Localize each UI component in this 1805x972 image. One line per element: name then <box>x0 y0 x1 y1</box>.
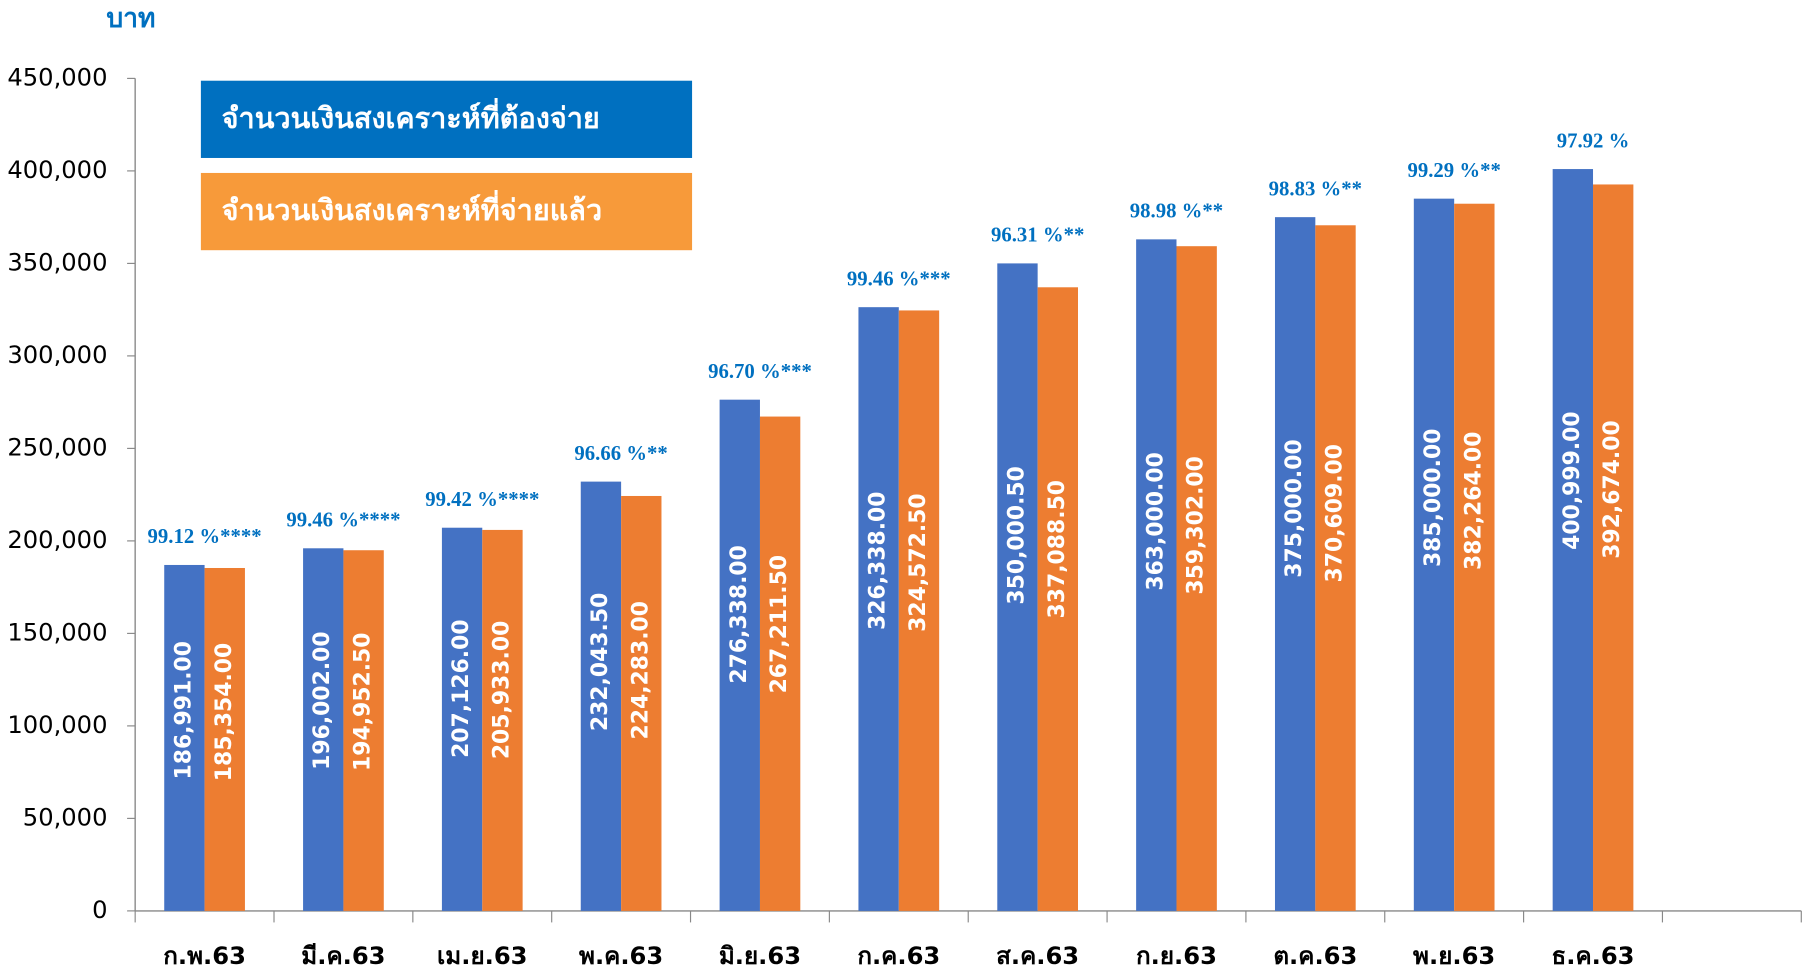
x-tick-label: พ.ย.63 <box>1413 942 1495 970</box>
bar <box>1136 239 1177 911</box>
x-tick-label: ก.ย.63 <box>1136 942 1217 970</box>
bar <box>343 550 384 911</box>
annotation: 99.42 %**** <box>425 489 539 511</box>
bar <box>997 263 1038 911</box>
legend-swatch <box>200 172 693 251</box>
bar <box>1315 225 1356 911</box>
value-label: 326,338.00 <box>866 491 891 629</box>
bar <box>1274 217 1316 911</box>
bar <box>759 416 801 911</box>
y-tick-label: 150,000 <box>7 618 107 646</box>
bar <box>164 564 205 911</box>
annotation: 96.70 %*** <box>708 361 812 383</box>
y-tick-label: 300,000 <box>7 341 107 369</box>
value-label: 363,000.00 <box>1143 452 1168 590</box>
bar <box>441 527 483 911</box>
x-tick-label: ส.ค.63 <box>996 942 1079 970</box>
value-label: 194,952.50 <box>351 632 376 770</box>
bar <box>1413 198 1455 911</box>
value-label: 207,126.00 <box>449 619 474 757</box>
bar <box>898 310 940 911</box>
bar <box>1037 287 1078 911</box>
value-label: 370,609.00 <box>1323 444 1348 582</box>
bar <box>719 399 760 911</box>
x-tick-label: ธ.ค.63 <box>1551 942 1634 970</box>
value-label: 224,283.00 <box>628 601 653 739</box>
bar <box>1454 203 1495 911</box>
value-label: 382,264.00 <box>1461 431 1486 569</box>
value-label: 337,088.50 <box>1045 480 1070 618</box>
value-label: 205,933.00 <box>489 621 514 759</box>
value-label: 392,674.00 <box>1600 420 1625 558</box>
bar <box>1176 246 1217 911</box>
y-tick-label: 0 <box>92 896 107 924</box>
x-tick-label: ก.พ.63 <box>163 942 246 970</box>
y-tick-label: 100,000 <box>7 711 107 739</box>
value-label: 185,354.00 <box>212 643 237 781</box>
value-label: 350,000.50 <box>1004 466 1029 604</box>
x-tick-label: มิ.ย.63 <box>719 942 801 970</box>
annotation: 98.98 %** <box>1130 201 1223 223</box>
bar <box>303 548 344 911</box>
annotation: 99.46 %**** <box>286 510 400 532</box>
y-tick-label: 200,000 <box>7 526 107 554</box>
x-tick-label: มี.ค.63 <box>301 942 385 970</box>
value-label: 359,302.00 <box>1184 456 1209 594</box>
y-tick-label: 400,000 <box>7 156 107 184</box>
value-label: 267,211.50 <box>767 555 792 693</box>
value-label: 385,000.00 <box>1421 429 1446 567</box>
value-label: 400,999.00 <box>1560 411 1585 549</box>
y-tick-label: 450,000 <box>7 63 107 91</box>
value-label: 324,572.50 <box>906 493 931 631</box>
y-tick-label: 250,000 <box>7 433 107 461</box>
annotation: 99.29 %** <box>1407 160 1500 182</box>
legend-label: จำนวนเงินสงเคราะห์ที่จ่ายแล้ว <box>222 189 603 227</box>
annotation: 98.83 %** <box>1269 178 1362 200</box>
value-label: 276,338.00 <box>727 545 752 683</box>
x-tick-label: ก.ค.63 <box>857 942 940 970</box>
y-tick-label: 50,000 <box>23 803 108 831</box>
value-label: 196,002.00 <box>310 631 335 769</box>
annotation: 99.12 %**** <box>148 526 262 548</box>
annotation: 96.66 %** <box>574 443 667 465</box>
bar <box>858 307 899 911</box>
value-label: 186,991.00 <box>171 641 196 779</box>
legend-swatch <box>200 80 693 158</box>
x-tick-label: พ.ค.63 <box>579 942 663 970</box>
annotation: 96.31 %** <box>991 225 1084 247</box>
annotation: 97.92 % <box>1557 130 1630 152</box>
value-label: 375,000.00 <box>1282 439 1307 577</box>
annotation: 99.46 %*** <box>847 268 951 290</box>
value-label: 232,043.50 <box>588 593 613 731</box>
bar <box>621 495 662 911</box>
y-tick-label: 350,000 <box>7 248 107 276</box>
legend-label: จำนวนเงินสงเคราะห์ที่ต้องจ่าย <box>222 97 600 135</box>
bar <box>580 481 622 911</box>
y-axis-label: บาท <box>106 3 155 34</box>
bar <box>1593 184 1634 911</box>
x-tick-label: เม.ย.63 <box>437 942 527 970</box>
x-tick-label: ต.ค.63 <box>1273 942 1357 970</box>
bar <box>482 529 523 911</box>
bar <box>1552 169 1594 911</box>
bar <box>204 567 245 911</box>
